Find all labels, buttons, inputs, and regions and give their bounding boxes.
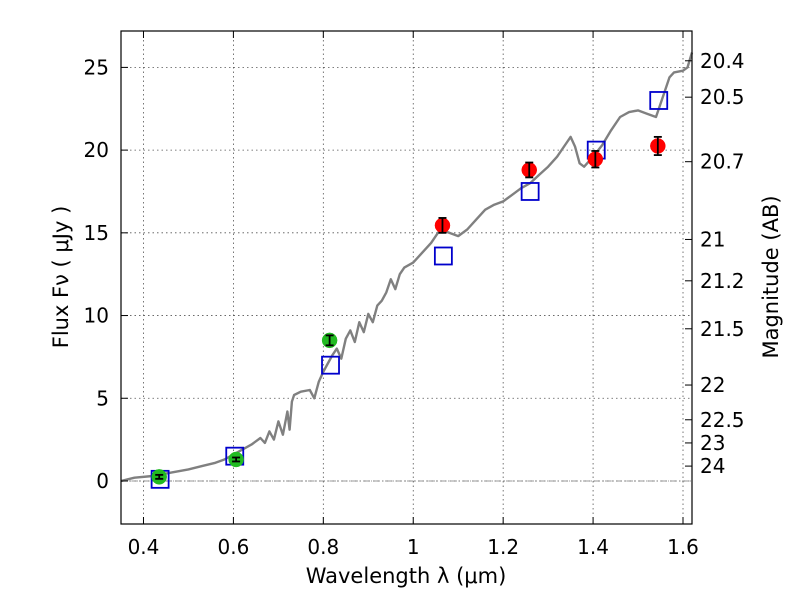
x-axis-label: Wavelength λ (μm) [306,564,507,588]
right-tick-label: 21 [700,227,725,251]
y-tick-label: 10 [84,304,109,328]
model-photometry-square [433,246,453,266]
y-tick-label: 25 [84,55,109,79]
right-tick-label: 24 [700,454,725,478]
x-tick-label: 1.2 [487,535,519,559]
right-tick-label: 20.7 [700,150,745,174]
photometry-layer [151,135,666,485]
right-tick-label: 22.5 [700,408,745,432]
right-tick-label: 20.4 [700,49,745,73]
right-tick-label: 20.5 [700,85,745,109]
x-tick-label: 1.4 [577,535,609,559]
y-tick-label: 20 [84,138,109,162]
x-tick-label: 1 [407,535,420,559]
x-tick-label: 0.6 [217,535,249,559]
y-tick-label: 5 [96,386,109,410]
right-tick-label: 22 [700,373,725,397]
right-tick-label: 21.2 [700,269,745,293]
model-photometry-square [520,182,540,201]
y-tick-label: 15 [84,221,109,245]
right-tick-label: 23 [700,431,725,455]
y-tick-label: 0 [96,469,109,493]
model-photometry-square [321,355,340,375]
right-tick-label: 21.5 [700,317,745,341]
plot-frame [120,30,693,525]
y-axis-label-right: Magnitude (AB) [759,195,783,358]
y-axis-label-left: Flux Fν ( μJy ) [49,206,73,349]
x-tick-label: 0.4 [128,535,160,559]
tick-layer: 0.4 0.6 0.8 1 1.2 1.4 1.6 0 5 10 15 20 25 20.4 20.5 20.… [84,31,745,559]
model-photometry-square [649,91,669,110]
grid-layer [121,31,692,524]
x-tick-label: 1.6 [667,535,699,559]
model-photometry-layer [150,91,669,489]
x-tick-label: 0.8 [307,535,339,559]
